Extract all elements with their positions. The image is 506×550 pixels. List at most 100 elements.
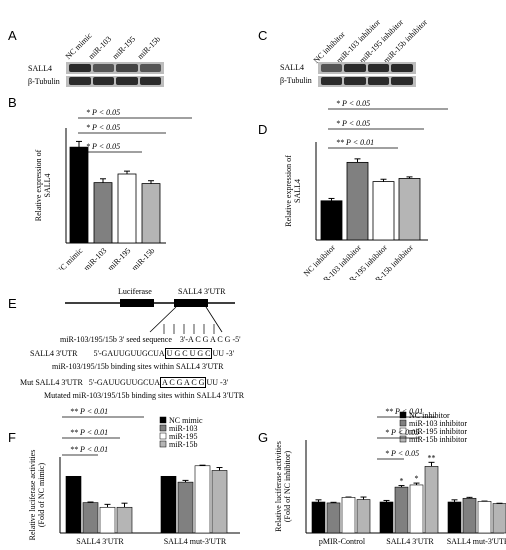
- bar: [326, 502, 341, 534]
- y-axis-label: (Fold of NC inhibitor): [283, 451, 292, 523]
- western-blot-tubulin: [318, 76, 416, 87]
- bar: [141, 183, 161, 244]
- bar: [93, 182, 113, 244]
- legend-swatch: [399, 427, 407, 435]
- significance-label: * P < 0.05: [86, 108, 120, 117]
- legend-swatch: [399, 411, 407, 419]
- significance-label: * P < 0.05: [336, 119, 370, 128]
- panel-label-e: E: [8, 296, 17, 311]
- legend-swatch: [159, 432, 167, 440]
- bar: [116, 506, 133, 534]
- x-tick-label: SALL4 mut-3'UTR: [164, 537, 227, 546]
- bar: [65, 475, 82, 534]
- panel-label-b: B: [8, 95, 17, 110]
- legend-label: NC inhibitor: [409, 411, 450, 420]
- lane-label: miR-15b: [135, 34, 163, 61]
- panel-label-c: C: [258, 28, 268, 43]
- bar-significance: *: [415, 474, 419, 483]
- x-tick-label: miR-15b: [130, 246, 156, 270]
- bar: [477, 501, 492, 534]
- bar: [311, 501, 326, 534]
- blot-row-label: SALL4: [28, 64, 52, 73]
- y-axis-label: SALL4: [43, 174, 52, 198]
- y-axis-label: Relative luciferase activities: [28, 450, 37, 541]
- wt-utr-prefix: 5'-GAUUGUUGCUA: [93, 349, 165, 358]
- mut-utr-prefix: 5'-GAUUGUUGCUA: [88, 378, 160, 387]
- legend-swatch: [159, 424, 167, 432]
- bar: [409, 484, 424, 534]
- lane-label: miR-195: [110, 34, 138, 61]
- x-tick-label: miR-195: [106, 246, 132, 270]
- bar: [356, 499, 371, 534]
- panel-label-a: A: [8, 28, 17, 43]
- construct-diagram: Luciferase SALL4 3'UTR: [65, 287, 235, 333]
- x-tick-label: SALL4 3'UTR: [386, 537, 434, 546]
- bar: [341, 497, 356, 534]
- western-blot-sall4: [66, 62, 164, 74]
- y-axis-label: Relative luciferase activities: [274, 441, 283, 532]
- mut-utr-row: Mut SALL4 3'UTR 5'-GAUUGUUGCUA A C G A C …: [20, 377, 228, 388]
- significance-label: * P < 0.05: [385, 449, 419, 458]
- bar: [379, 501, 394, 534]
- significance-label: ** P < 0.01: [336, 138, 374, 147]
- seed-sequence-row: miR-103/195/15b 3' seed sequence 3'-A C …: [60, 335, 241, 344]
- bar: [69, 146, 89, 244]
- bar-significance: *: [400, 477, 404, 486]
- blot-row-label: SALL4: [280, 63, 304, 72]
- bar: [346, 161, 369, 241]
- significance-label: ** P < 0.01: [70, 407, 108, 416]
- legend-label: miR-15b inhibitor: [409, 435, 467, 444]
- y-axis-label: Relative expression of: [284, 155, 293, 227]
- significance-label: * P < 0.05: [336, 100, 370, 108]
- mut-utr-name: Mut SALL4 3'UTR: [20, 378, 83, 387]
- bar: [394, 486, 409, 534]
- lane-label: miR-15b inhibitor: [381, 17, 430, 65]
- wt-utr-suffix: UU -3': [212, 349, 235, 358]
- bar: [320, 200, 343, 241]
- wt-utr-row: SALL4 3'UTR 5'-GAUUGUUGCUA U G C U G C UU …: [30, 348, 235, 359]
- luciferase-label: Luciferase: [118, 287, 152, 296]
- significance-label: * P < 0.05: [86, 142, 120, 151]
- blot-row-label: β-Tubulin: [28, 77, 60, 86]
- x-tick-label: SALL4 mut-3'UTR: [447, 537, 506, 546]
- significance-label: * P < 0.05: [86, 123, 120, 132]
- bar: [492, 503, 506, 534]
- wt-caption: miR-103/195/15b binding sites within SAL…: [52, 362, 224, 371]
- significance-label: ** P < 0.01: [70, 445, 108, 454]
- legend-swatch: [159, 416, 167, 424]
- bar: [372, 181, 395, 241]
- legend-swatch: [399, 419, 407, 427]
- legend-swatch: [159, 440, 167, 448]
- legend-swatch: [399, 435, 407, 443]
- mut-binding-site: A C G A C G: [160, 377, 207, 388]
- legend-label: miR-195: [169, 432, 197, 441]
- bar: [211, 470, 228, 534]
- blot-row-label: β-Tubulin: [280, 76, 312, 85]
- panel-label-f: F: [8, 430, 16, 445]
- significance-label: ** P < 0.01: [385, 407, 423, 416]
- y-axis-title: Relative luciferase activities (Fold of N…: [274, 441, 292, 532]
- bar: [447, 501, 462, 534]
- legend-label: miR-103 inhibitor: [409, 419, 467, 428]
- western-blot-sall4: [318, 62, 416, 74]
- wt-binding-site: U G C U G C: [164, 348, 213, 359]
- seed-sequence: 3'-A C G A C G -5': [179, 335, 241, 344]
- seed-pairing-lines: [163, 324, 215, 334]
- x-tick-label: NC mimic: [54, 246, 84, 270]
- bar-significance: **: [428, 453, 436, 462]
- utr-label: SALL4 3'UTR: [178, 287, 226, 296]
- significance-label: ** P < 0.01: [70, 428, 108, 437]
- x-tick-label: SALL4 3'UTR: [76, 537, 124, 546]
- seed-label: miR-103/195/15b 3' seed sequence: [60, 335, 172, 344]
- bar: [117, 173, 137, 244]
- bar: [462, 497, 477, 534]
- legend-label: NC mimic: [169, 416, 203, 425]
- significance-label: * P < 0.05: [385, 428, 419, 437]
- bar: [160, 475, 177, 534]
- panel-label-g: G: [258, 430, 269, 445]
- mut-caption: Mutated miR-103/195/15b binding sites wi…: [44, 391, 245, 400]
- wt-utr-name: SALL4 3'UTR: [30, 349, 78, 358]
- x-tick-label: miR-103: [82, 246, 108, 270]
